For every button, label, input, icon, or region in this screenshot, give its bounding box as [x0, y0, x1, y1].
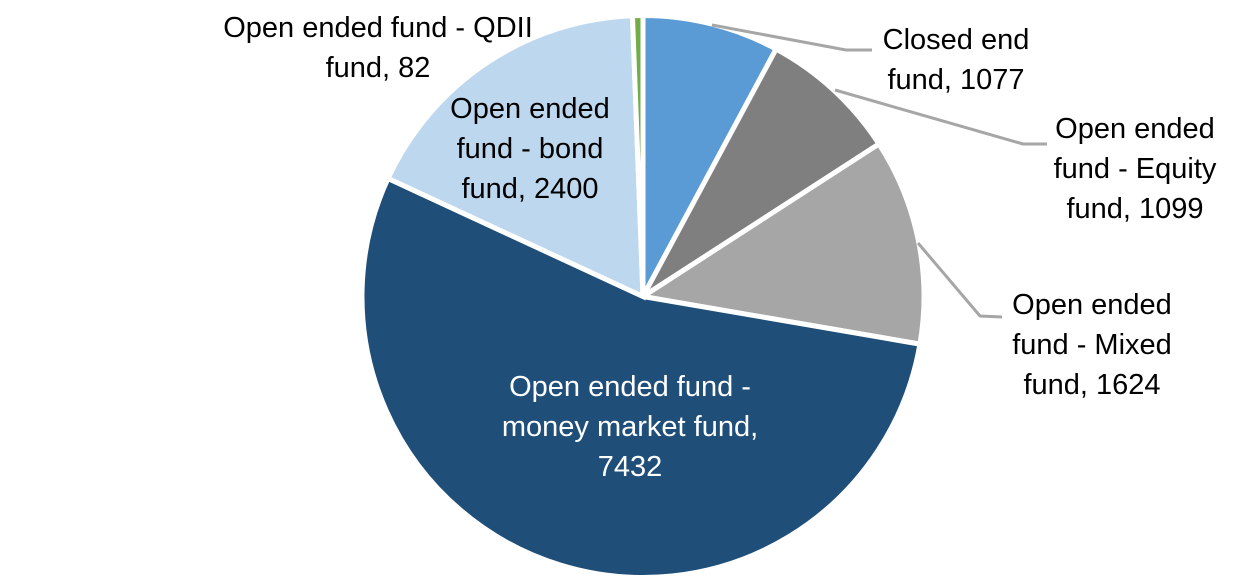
- data-label-line: Open ended: [1055, 113, 1215, 145]
- data-label-line: fund - Mixed: [1012, 329, 1172, 361]
- data-label-line: Open ended: [450, 93, 610, 125]
- data-label-open-ended-mixed-fund: Open ended fund - Mixed fund, 1624: [1012, 285, 1172, 405]
- data-label-line: fund - bond: [456, 133, 604, 165]
- pie-slice-closed-end-fund: [640, 12, 780, 298]
- data-label-open-ended-equity-fund: Open ended fund - Equity fund, 1099: [1054, 109, 1217, 229]
- data-label-line: fund, 1099: [1066, 193, 1204, 225]
- data-label-line: money market fund,: [501, 411, 759, 443]
- pie-slice-open-ended-mixed-fund: [636, 140, 927, 347]
- data-label-line: fund, 1624: [1023, 369, 1161, 401]
- pie-slice-open-ended-money-market-fund: [359, 175, 923, 580]
- data-label-line: Open ended fund -: [509, 371, 751, 403]
- leader-line-open-ended-equity-fund: [834, 88, 1047, 146]
- data-label-open-ended-bond-fund: Open ended fund - bond fund, 2400: [450, 89, 610, 209]
- data-label-line: 7432: [597, 451, 663, 483]
- pie-slice-open-ended-bond-fund: [384, 13, 646, 301]
- data-label-line: Open ended: [1012, 289, 1172, 321]
- pie-slice-open-ended-qdii-fund: [629, 12, 646, 297]
- data-label-closed-end-fund: Closed end fund, 1077: [883, 20, 1030, 100]
- data-label-line: fund - Equity: [1053, 153, 1217, 185]
- data-label-line: Open ended fund - QDII: [223, 12, 533, 44]
- leader-line-open-ended-mixed-fund: [916, 242, 1003, 319]
- data-label-line: fund, 1077: [887, 64, 1025, 96]
- data-label-line: fund, 2400: [461, 173, 599, 205]
- data-label-open-ended-qdii-fund: Open ended fund - QDII fund, 82: [223, 8, 533, 88]
- data-label-line: fund, 82: [325, 52, 431, 84]
- leader-line-closed-end-fund: [711, 23, 872, 52]
- data-label-line: Closed end: [882, 24, 1030, 56]
- data-label-open-ended-money-market-fund: Open ended fund - money market fund, 7432: [502, 367, 758, 487]
- pie-slice-open-ended-equity-fund: [640, 45, 883, 299]
